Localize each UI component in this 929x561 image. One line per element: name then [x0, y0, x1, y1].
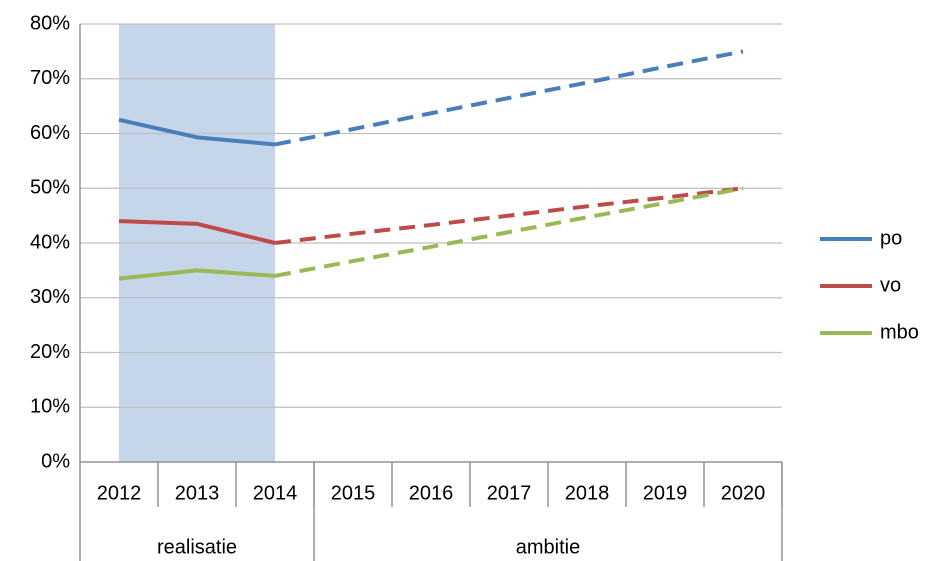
legend-label: vo [880, 274, 901, 296]
series-line [118, 117, 276, 147]
group-label: ambitie [516, 536, 580, 558]
y-tick-label: 10% [30, 396, 70, 418]
x-tick-label: 2014 [253, 482, 298, 504]
x-tick-label: 2013 [175, 482, 220, 504]
y-tick-label: 40% [30, 231, 70, 253]
x-tick-label: 2015 [331, 482, 376, 504]
legend-label: mbo [880, 321, 919, 343]
y-tick-label: 80% [30, 12, 70, 34]
series-line-dashed [274, 49, 744, 147]
series-line-dashed [274, 186, 744, 278]
y-tick-label: 50% [30, 177, 70, 199]
y-tick-label: 30% [30, 286, 70, 308]
series-line [118, 268, 276, 281]
series-line-dashed [274, 186, 744, 245]
x-tick-label: 2016 [409, 482, 454, 504]
y-tick-label: 0% [41, 450, 70, 472]
series-line [118, 219, 276, 245]
x-tick-label: 2012 [97, 482, 142, 504]
y-tick-label: 20% [30, 341, 70, 363]
x-tick-label: 2019 [643, 482, 688, 504]
y-tick-label: 60% [30, 122, 70, 144]
x-tick-label: 2018 [565, 482, 610, 504]
y-tick-label: 70% [30, 67, 70, 89]
legend-label: po [880, 227, 902, 249]
group-label: realisatie [157, 536, 237, 558]
x-tick-label: 2020 [721, 482, 766, 504]
x-tick-label: 2017 [487, 482, 532, 504]
